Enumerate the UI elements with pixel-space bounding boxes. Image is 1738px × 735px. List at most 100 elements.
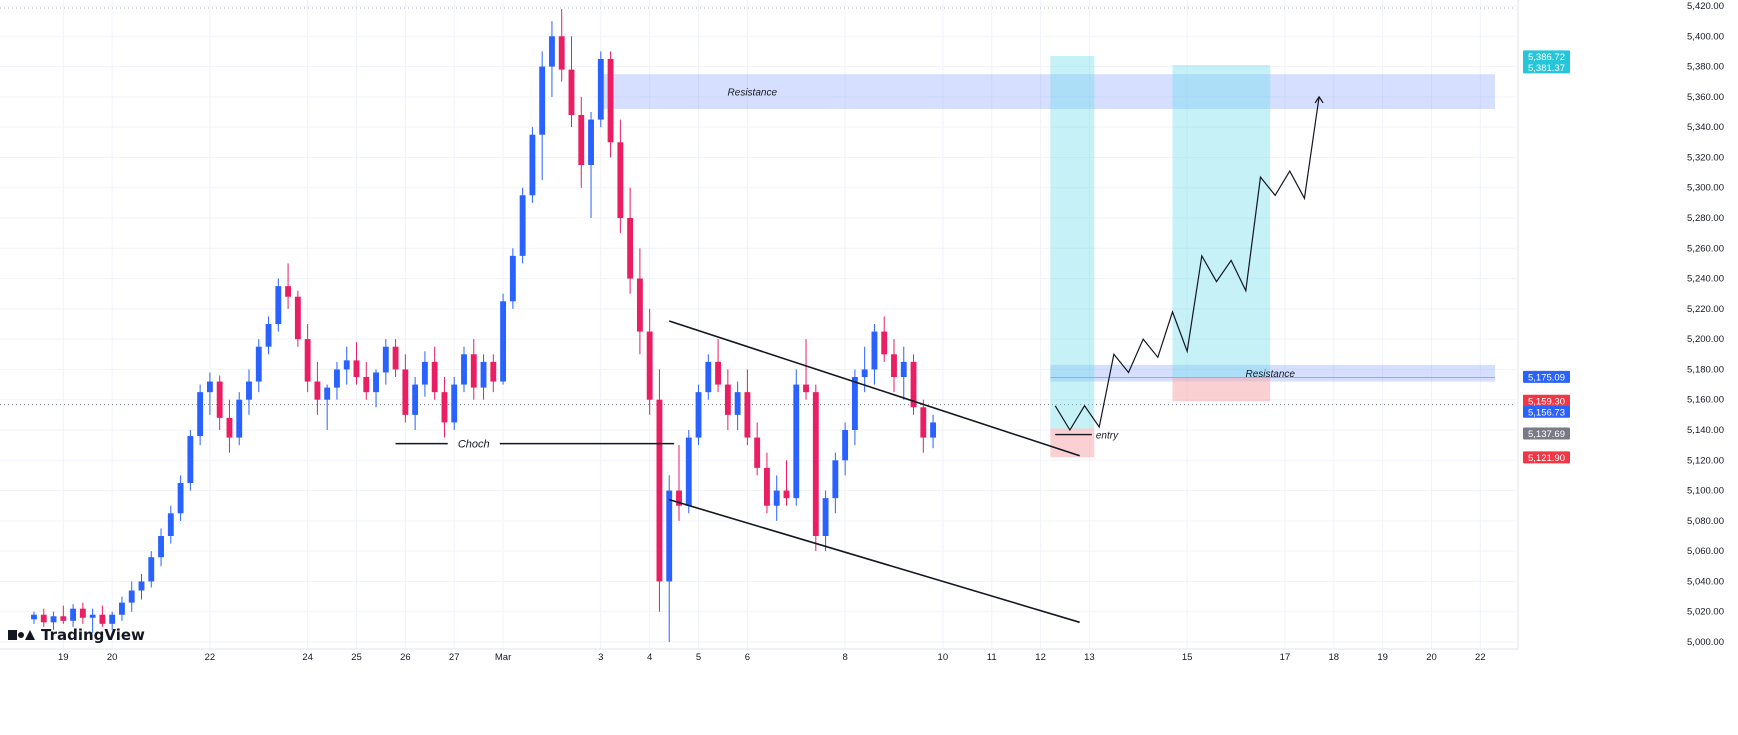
candle-body (187, 436, 194, 483)
candle-body (158, 536, 164, 558)
candle-body (851, 377, 858, 430)
price-tag (1523, 61, 1570, 74)
candle-body (79, 608, 86, 618)
time-tick-label: 12 (1035, 652, 1046, 663)
candle-body (382, 346, 389, 373)
price-tag-label: 5,159.30 (1528, 396, 1565, 407)
price-tick-label: 5,260.00 (1687, 243, 1724, 254)
time-tick-label: 19 (1377, 652, 1388, 663)
time-tick-label: 22 (1475, 652, 1486, 663)
candle-body (764, 467, 770, 506)
candle-body (754, 437, 761, 468)
time-tick-label: 15 (1182, 652, 1193, 663)
stop-zone (1050, 428, 1095, 458)
candle-body (734, 392, 741, 415)
time-tick-label: 6 (745, 652, 750, 663)
candle-body (226, 417, 233, 438)
candle-body (421, 361, 428, 385)
time-axis[interactable]: 19 20 22 24 25 26 27 Mar 3 4 5 6 8 10 11 12 13 15 17 18 19 20… (0, 648, 1518, 735)
price-tag-label: 5,137.69 (1528, 429, 1565, 440)
brand-name: TradingView (41, 626, 145, 644)
candle-body (246, 381, 252, 400)
candle-body (363, 377, 370, 393)
annotations: Resistance Resistance Choch entry (395, 87, 1295, 451)
time-tick-label: 22 (205, 652, 216, 663)
candle-body (275, 286, 282, 324)
price-tick-label: 5,420.00 (1687, 1, 1724, 12)
candle-body (861, 369, 868, 377)
candle-body (236, 399, 243, 438)
candle-body (138, 581, 145, 591)
candle-body (773, 490, 780, 506)
candle-body (265, 324, 272, 347)
candle-body (930, 422, 937, 438)
time-tick-label: 8 (842, 652, 847, 663)
price-tick-label: 5,040.00 (1687, 576, 1724, 587)
candle-body (373, 372, 379, 393)
time-tick-label: 10 (938, 652, 949, 663)
candle-body (304, 339, 311, 382)
candle-body (294, 296, 301, 340)
candle-body (60, 616, 67, 621)
candle-body (588, 119, 594, 165)
choch-label: Choch (458, 439, 490, 451)
price-tick-label: 5,060.00 (1687, 546, 1724, 557)
price-tick-label: 5,380.00 (1687, 62, 1724, 73)
candle-body (724, 384, 731, 415)
candles (31, 9, 937, 642)
candle-body (128, 590, 135, 603)
price-tag-label: 5,121.90 (1528, 453, 1565, 464)
candle-body (334, 369, 340, 388)
price-axis[interactable]: 5,420.00 5,400.00 5,380.00 5,360.00 5,340.00… (1517, 0, 1738, 735)
candle-body (744, 392, 751, 438)
price-tick-label: 5,180.00 (1687, 364, 1724, 375)
zones (600, 55, 1495, 458)
drawings (668, 95, 1324, 624)
projection-path (1054, 96, 1320, 432)
price-axis-bg (1518, 0, 1738, 735)
price-tick-label: 5,160.00 (1687, 395, 1724, 406)
time-tick-label: 18 (1328, 652, 1339, 663)
candle-body (50, 616, 57, 623)
tradingview-logo-icon (8, 630, 35, 640)
candle-body (607, 59, 614, 143)
candle-body (490, 361, 497, 382)
candle-body (666, 490, 673, 582)
candle-body (470, 354, 477, 388)
price-tag (1523, 370, 1570, 383)
candle-body (568, 69, 575, 116)
candle-body (167, 513, 174, 536)
candle-body (31, 614, 37, 620)
candle-body (871, 331, 878, 370)
price-tick-label: 5,200.00 (1687, 334, 1724, 345)
price-tick-label: 5,240.00 (1687, 274, 1724, 285)
candle-body (70, 608, 77, 621)
candle-body (480, 361, 487, 388)
candle-body (431, 361, 438, 393)
candle-body (832, 460, 839, 499)
candle-body (314, 381, 321, 400)
candle-body (793, 384, 800, 499)
candle-body (617, 142, 624, 218)
price-tick-label: 5,120.00 (1687, 455, 1724, 466)
resistance-label: Resistance (1245, 369, 1295, 380)
time-tick-label: 13 (1084, 652, 1095, 663)
tradingview-logo[interactable]: TradingView (8, 626, 145, 644)
price-tag-label: 5,175.09 (1528, 372, 1565, 383)
candle-body (148, 557, 155, 582)
candle-body (646, 331, 653, 400)
candle-body (656, 399, 663, 582)
candle-body (529, 134, 536, 196)
price-tag (1523, 50, 1570, 63)
target-zone (1050, 55, 1095, 429)
price-tick-label: 5,280.00 (1687, 213, 1724, 224)
price-tick-label: 5,000.00 (1687, 637, 1724, 648)
price-tick-label: 5,080.00 (1687, 516, 1724, 527)
price-tick-label: 5,220.00 (1687, 304, 1724, 315)
time-tick-label: 20 (107, 652, 118, 663)
time-tick-label: 11 (987, 652, 997, 663)
candle-body (685, 437, 692, 506)
time-tick-label: 24 (302, 652, 313, 663)
time-tick-label: 26 (400, 652, 411, 663)
